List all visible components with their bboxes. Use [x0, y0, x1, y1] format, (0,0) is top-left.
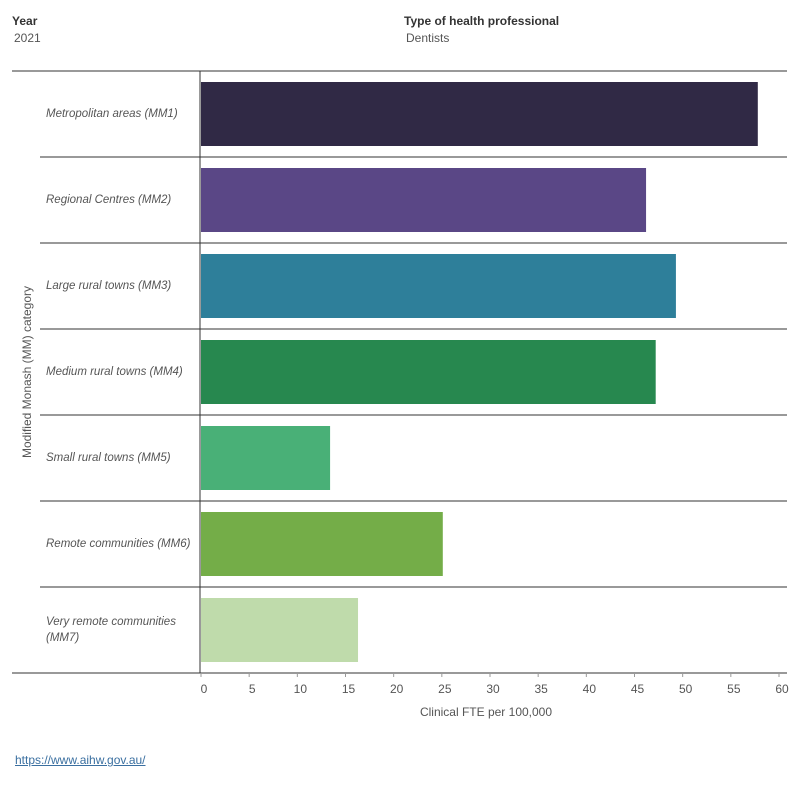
category-label-wrap: Large rural towns (MM3) — [46, 243, 200, 329]
category-label: Medium rural towns (MM4) — [46, 366, 183, 378]
x-tick-label: 5 — [249, 682, 256, 696]
x-tick-label: 50 — [679, 682, 693, 696]
filter-label: Year — [12, 14, 38, 28]
x-tick-label: 30 — [486, 682, 500, 696]
category-label: Regional Centres (MM2) — [46, 194, 172, 206]
category-label-box: Metropolitan areas (MM1) — [46, 71, 200, 157]
category-label-wrap: Remote communities (MM6) — [46, 501, 200, 587]
filter-value: 2021 — [14, 31, 41, 45]
bar — [201, 82, 758, 146]
category-label: Very remote communities (MM7) — [46, 616, 176, 644]
x-tick-label: 40 — [583, 682, 597, 696]
category-label-wrap: Medium rural towns (MM4) — [46, 329, 200, 415]
bar — [201, 168, 647, 232]
x-tick-label: 20 — [390, 682, 404, 696]
x-tick-label: 25 — [438, 682, 452, 696]
category-label: Metropolitan areas (MM1) — [46, 108, 178, 120]
category-label-wrap: Small rural towns (MM5) — [46, 415, 200, 501]
y-axis-title: Modified Monash (MM) category — [20, 286, 34, 458]
category-label-box: Small rural towns (MM5) — [46, 415, 200, 501]
category-label: Small rural towns (MM5) — [46, 452, 171, 464]
category-label-wrap: Very remote communities (MM7) — [46, 587, 200, 673]
x-tick-label: 35 — [534, 682, 548, 696]
x-tick-label: 55 — [727, 682, 741, 696]
category-label-box: Medium rural towns (MM4) — [46, 329, 200, 415]
x-tick-label: 10 — [294, 682, 308, 696]
category-label: Remote communities (MM6) — [46, 538, 191, 550]
bar — [201, 254, 676, 318]
x-tick-label: 15 — [342, 682, 356, 696]
category-label-wrap: Regional Centres (MM2) — [46, 157, 200, 243]
filter-value: Dentists — [406, 31, 449, 45]
x-axis-title: Clinical FTE per 100,000 — [420, 705, 552, 719]
category-label: Large rural towns (MM3) — [46, 280, 172, 292]
x-tick-label: 45 — [631, 682, 645, 696]
filter-label: Type of health professional — [404, 14, 559, 28]
category-label-box: Regional Centres (MM2) — [46, 157, 200, 243]
bar — [201, 426, 331, 490]
bar — [201, 512, 443, 576]
category-label-box: Large rural towns (MM3) — [46, 243, 200, 329]
bar — [201, 598, 359, 662]
x-tick-label: 0 — [201, 682, 208, 696]
source-link[interactable]: https://www.aihw.gov.au/ — [15, 753, 146, 767]
category-label-box: Very remote communities (MM7) — [46, 587, 200, 673]
bar — [201, 340, 656, 404]
x-tick-label: 60 — [775, 682, 789, 696]
category-label-box: Remote communities (MM6) — [46, 501, 200, 587]
category-label-wrap: Metropolitan areas (MM1) — [46, 71, 200, 157]
